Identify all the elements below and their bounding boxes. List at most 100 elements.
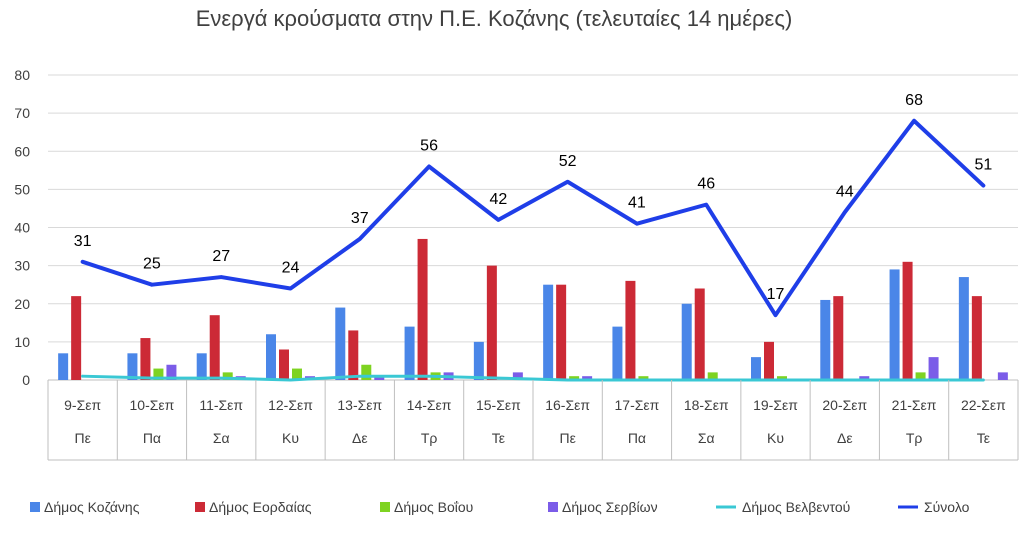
bar-1 <box>404 326 415 380</box>
bar-3 <box>292 368 302 380</box>
bar-3 <box>638 376 649 380</box>
x-day-label: Τε <box>492 430 505 446</box>
legend-label: Δήμος Βελβεντού <box>742 499 850 515</box>
x-tick-label: 11-Σεπ <box>199 397 243 413</box>
bar-3 <box>153 368 164 380</box>
x-day-label: Τρ <box>421 430 438 446</box>
x-tick-label: 19-Σεπ <box>753 397 798 413</box>
data-label: 56 <box>420 138 438 155</box>
x-tick-label: 10-Σεπ <box>130 397 175 413</box>
y-tick-label: 60 <box>14 143 30 159</box>
data-label: 31 <box>74 233 92 250</box>
x-day-label: Τρ <box>906 430 923 446</box>
y-axis: 0 10 20 30 40 50 60 70 80 <box>14 67 30 388</box>
bar-4 <box>166 364 177 380</box>
x-tick-label: 21-Σεπ <box>892 397 937 413</box>
bar-2 <box>209 315 220 380</box>
x-tick-label: 18-Σεπ <box>684 397 729 413</box>
total-line <box>80 118 986 318</box>
data-label: 41 <box>628 195 646 212</box>
bar-2 <box>833 296 844 380</box>
x-day-label: Σα <box>698 430 715 446</box>
bar-1 <box>958 277 969 380</box>
legend-label: Δήμος Κοζάνης <box>44 499 140 515</box>
x-tick-label: 16-Σεπ <box>545 397 590 413</box>
bar-2 <box>417 238 428 380</box>
bar-2 <box>71 296 82 380</box>
series-line <box>81 374 985 382</box>
y-tick-label: 30 <box>14 258 30 274</box>
data-label: 68 <box>905 92 923 109</box>
bar-1 <box>612 326 623 380</box>
bar-2 <box>764 341 774 380</box>
bars <box>58 238 1008 380</box>
x-tick-label: 13-Σεπ <box>337 397 382 413</box>
bar-1 <box>681 303 692 380</box>
legend-label: Δήμος Σερβίων <box>562 499 658 515</box>
x-tick-label: 17-Σεπ <box>615 397 660 413</box>
x-tick-label: 15-Σεπ <box>476 397 521 413</box>
x-day-label: Δε <box>837 430 853 446</box>
data-label: 25 <box>143 256 161 273</box>
bar-1 <box>473 341 484 380</box>
legend-label: Δήμος Εορδαίας <box>209 499 312 515</box>
x-tick-label: 22-Σεπ <box>961 397 1006 413</box>
chart-title: Ενεργά κρούσματα στην Π.Ε. Κοζάνης (τελε… <box>196 6 793 31</box>
bar-3 <box>361 364 372 380</box>
bar-1 <box>196 353 207 380</box>
bar-2 <box>140 338 151 380</box>
data-label: 27 <box>212 248 230 265</box>
bar-3 <box>707 372 718 380</box>
x-day-label: Κυ <box>767 430 784 446</box>
bar-4 <box>997 372 1008 380</box>
bar-2 <box>902 261 913 380</box>
bar-1 <box>58 353 69 380</box>
bar-4 <box>928 357 939 380</box>
legend-swatch <box>30 502 40 512</box>
x-day-label: Κυ <box>282 430 299 446</box>
lines <box>80 118 986 382</box>
data-label: 51 <box>974 157 992 174</box>
data-label: 17 <box>767 286 785 303</box>
y-tick-label: 0 <box>22 372 30 388</box>
data-label: 37 <box>351 210 369 227</box>
bar-4 <box>859 376 870 380</box>
bar-2 <box>694 288 705 380</box>
legend-swatch <box>548 502 558 512</box>
data-label: 24 <box>282 260 300 277</box>
y-tick-label: 40 <box>14 220 30 236</box>
bar-3 <box>569 376 580 380</box>
x-day-label: Πε <box>74 430 90 446</box>
bar-1 <box>889 269 900 380</box>
bar-4 <box>582 376 593 380</box>
x-tick-label: 20-Σεπ <box>822 397 867 413</box>
y-tick-label: 70 <box>14 105 30 121</box>
legend-label: Σύνολο <box>924 499 970 515</box>
bar-2 <box>556 284 567 380</box>
x-day-label: Δε <box>352 430 368 446</box>
x-day-label: Σα <box>213 430 230 446</box>
bar-1 <box>266 334 276 380</box>
y-tick-label: 80 <box>14 67 30 83</box>
data-label: 42 <box>489 191 507 208</box>
bar-1 <box>751 357 761 380</box>
bar-3 <box>777 376 787 380</box>
x-axis: 9-Σεπ Πε 10-Σεπ Πα 11-Σεπ Σα 12-Σεπ Κυ 13-Σεπ Δε 1… <box>47 380 1019 461</box>
x-day-label: Πε <box>559 430 575 446</box>
data-label: 46 <box>697 176 715 193</box>
y-tick-label: 20 <box>14 296 30 312</box>
bar-1 <box>543 284 554 380</box>
bar-1 <box>127 353 138 380</box>
x-day-label: Τε <box>977 430 990 446</box>
bar-4 <box>374 376 385 380</box>
grid <box>48 74 1018 381</box>
x-tick-label: 12-Σεπ <box>268 397 313 413</box>
x-day-label: Πα <box>628 430 646 446</box>
x-tick-label: 9-Σεπ <box>64 397 101 413</box>
bar-3 <box>915 372 926 380</box>
data-label: 52 <box>559 153 577 170</box>
data-label: 44 <box>836 183 854 200</box>
data-labels: 31 25 27 24 37 56 42 52 41 46 17 44 68 51 <box>74 92 993 303</box>
bar-4 <box>512 372 523 380</box>
